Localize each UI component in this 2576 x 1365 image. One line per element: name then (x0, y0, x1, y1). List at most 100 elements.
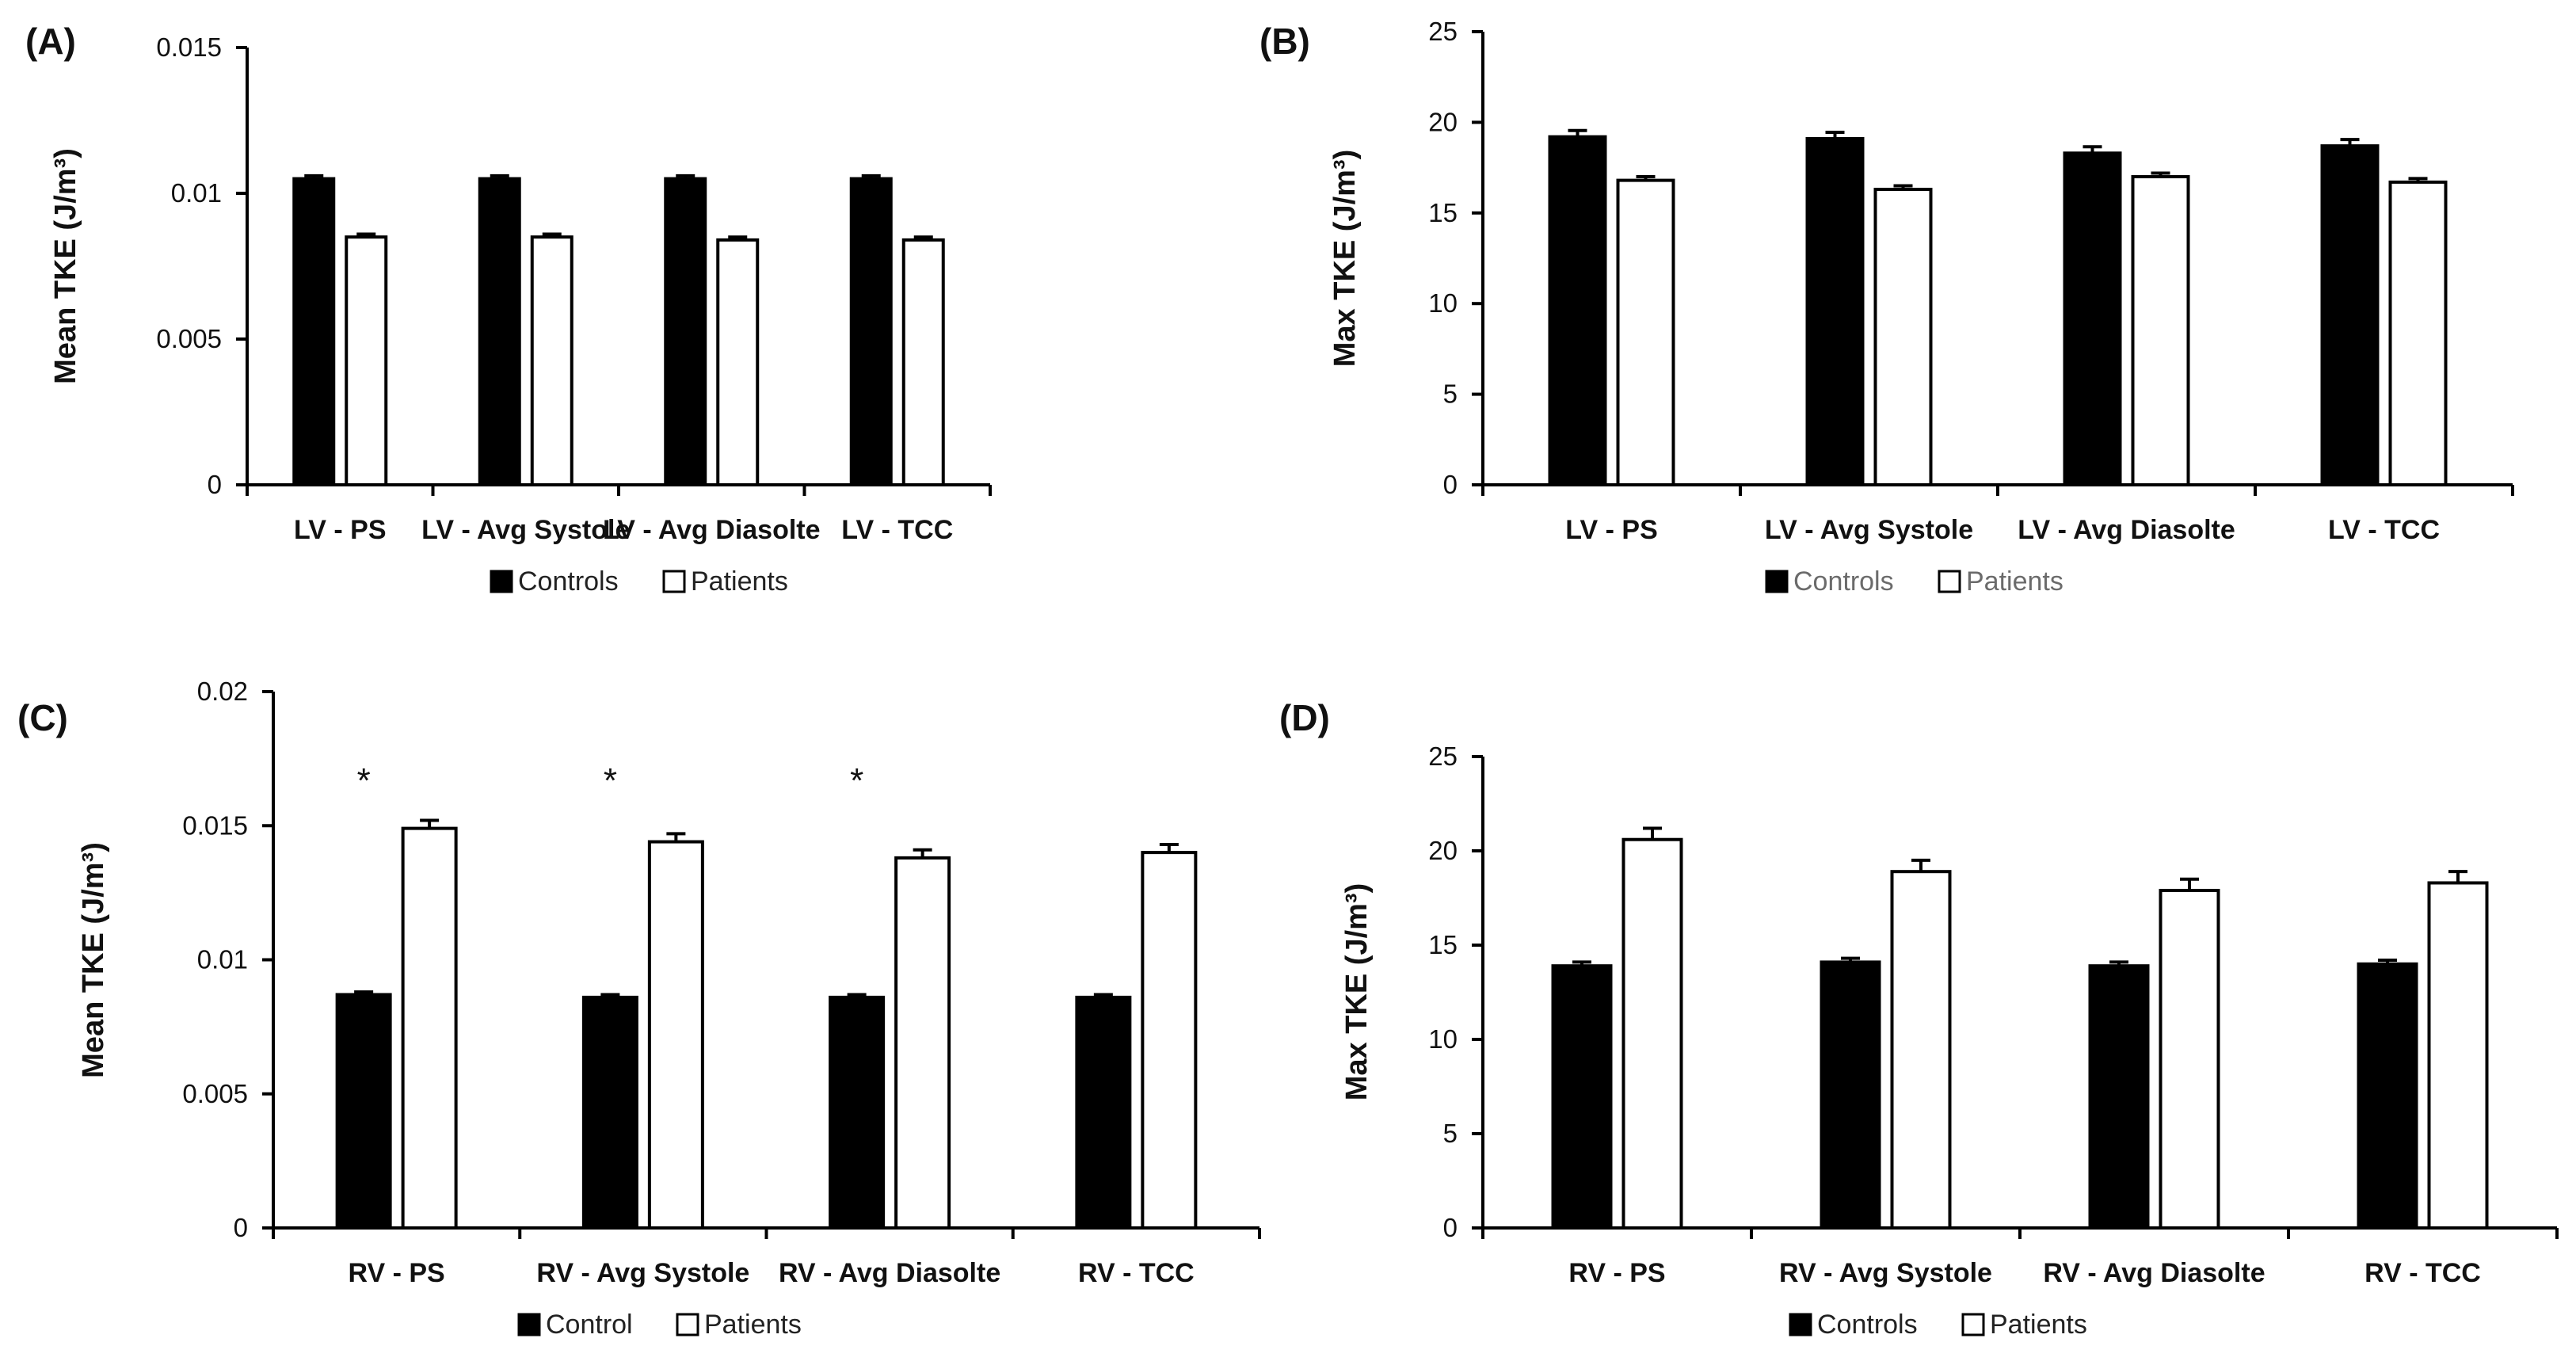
bar-patients (1616, 178, 1675, 486)
x-category-label: RV - Avg Systole (1779, 1258, 1992, 1288)
panel-label: (C) (17, 697, 68, 738)
legend-label: Patients (704, 1310, 802, 1340)
legend-swatch-controls (1789, 1313, 1812, 1336)
bar-control (335, 993, 392, 1230)
significance-marker: * (357, 761, 371, 800)
panel-b: (B) Max TKE (J/m³) 0 5 10 15 20 25 LV - PS LV - A… (1259, 17, 2514, 597)
x-category-label: RV - Avg Diasolte (2043, 1258, 2265, 1288)
x-category-label: RV - TCC (2365, 1258, 2481, 1288)
legend-swatch-controls (490, 570, 513, 593)
x-category-label: RV - PS (349, 1258, 445, 1288)
legend-label: Patients (1990, 1310, 2087, 1340)
legend-swatch-controls (1765, 570, 1789, 593)
y-tick-label: 10 (1428, 1024, 1458, 1054)
legend-swatch-patients (1938, 570, 1961, 593)
legend-label: Controls (518, 566, 619, 597)
bar-controls (2357, 962, 2418, 1230)
legend-label: Controls (1817, 1310, 1918, 1340)
legend-label: Control (546, 1310, 633, 1340)
bar-controls (478, 177, 521, 486)
x-category-label: RV - TCC (1078, 1258, 1195, 1288)
panel-a: (A) Mean TKE (J/m³) 0 0.005 0.01 0.015 LV - PS… (25, 21, 992, 597)
bar-patients (2427, 881, 2489, 1230)
y-tick-label: 15 (1428, 930, 1458, 959)
significance-marker: * (850, 761, 863, 800)
bar-patients (1890, 870, 1952, 1230)
bar-controls (2088, 964, 2150, 1230)
bar-controls (1820, 960, 1881, 1230)
panel-d: (D) Max TKE (J/m³) 0 5 10 15 20 25 RV - PS RV - A… (1279, 697, 2559, 1340)
y-tick-label: 15 (1428, 198, 1458, 227)
panel-label: (B) (1259, 21, 1310, 62)
bar-controls (2063, 151, 2122, 487)
y-axis-label: Max TKE (J/m³) (1340, 883, 1374, 1100)
x-category-label: LV - Avg Diasolte (603, 515, 821, 545)
bar-control (581, 995, 638, 1230)
x-category-label: RV - PS (1568, 1258, 1665, 1288)
y-axis-label: Mean TKE (J/m³) (49, 148, 82, 384)
bar-patients (716, 238, 760, 486)
bar-patients (647, 840, 704, 1230)
bar-patients (2131, 175, 2190, 486)
legend-swatch-controls (517, 1313, 541, 1336)
bar-patients (2159, 888, 2220, 1230)
bar-controls (1548, 135, 1607, 486)
y-tick-label: 5 (1443, 379, 1458, 409)
x-category-label: RV - Avg Systole (536, 1258, 749, 1288)
x-category-label: LV - Avg Systole (421, 515, 630, 545)
bar-control (1075, 995, 1132, 1230)
y-tick-label: 20 (1428, 836, 1458, 865)
y-tick-label: 0 (1443, 1213, 1458, 1242)
y-axis-label: Mean TKE (J/m³) (77, 842, 110, 1078)
significance-marker: * (604, 761, 617, 800)
panel-label: (A) (25, 21, 76, 62)
bar-controls (292, 177, 336, 486)
y-tick-label: 25 (1428, 17, 1458, 46)
bar-patients (345, 235, 388, 486)
bar-patients (1141, 851, 1198, 1230)
y-tick-label: 0.01 (171, 178, 222, 208)
y-tick-label: 10 (1428, 288, 1458, 318)
bar-control (829, 995, 886, 1230)
x-category-label: LV - PS (1565, 515, 1658, 545)
y-tick-label: 0 (1443, 470, 1458, 499)
x-category-label: LV - Avg Systole (1765, 515, 1973, 545)
x-category-label: LV - Avg Diasolte (2018, 515, 2235, 545)
y-tick-label: 0 (234, 1213, 248, 1242)
legend-swatch-patients (662, 570, 686, 593)
y-tick-label: 20 (1428, 107, 1458, 136)
y-tick-label: 0.015 (156, 32, 222, 62)
bar-patients (1621, 837, 1683, 1230)
y-tick-label: 0.02 (197, 677, 248, 706)
bar-controls (2320, 144, 2380, 486)
bar-patients (401, 826, 458, 1230)
y-tick-label: 0.015 (182, 810, 248, 840)
legend-label: Patients (1966, 566, 2063, 597)
x-category-label: LV - TCC (2328, 515, 2440, 545)
bar-controls (1805, 136, 1865, 486)
panel-c: (C) Mean TKE (J/m³) 0 0.005 0.01 0.015 0.02 RV … (17, 677, 1261, 1340)
y-tick-label: 0 (208, 470, 222, 499)
y-tick-label: 5 (1443, 1119, 1458, 1148)
legend-swatch-patients (676, 1313, 699, 1336)
y-tick-label: 25 (1428, 742, 1458, 771)
y-axis-label: Max TKE (J/m³) (1328, 150, 1362, 367)
panel-label: (D) (1279, 697, 1330, 738)
bar-patients (1873, 188, 1933, 486)
bar-controls (664, 177, 707, 486)
legend-swatch-patients (1961, 1313, 1985, 1336)
bar-patients (901, 238, 945, 486)
bar-patients (2388, 180, 2448, 487)
bar-patients (894, 856, 951, 1230)
x-category-label: RV - Avg Diasolte (779, 1258, 1000, 1288)
legend-label: Patients (691, 566, 788, 597)
x-category-label: LV - TCC (841, 515, 953, 545)
bar-controls (1551, 964, 1613, 1230)
legend-label: Controls (1793, 566, 1894, 597)
bar-controls (849, 177, 893, 486)
y-tick-label: 0.01 (197, 945, 248, 974)
y-tick-label: 0.005 (156, 324, 222, 353)
x-category-label: LV - PS (294, 515, 387, 545)
y-tick-label: 0.005 (182, 1079, 248, 1108)
